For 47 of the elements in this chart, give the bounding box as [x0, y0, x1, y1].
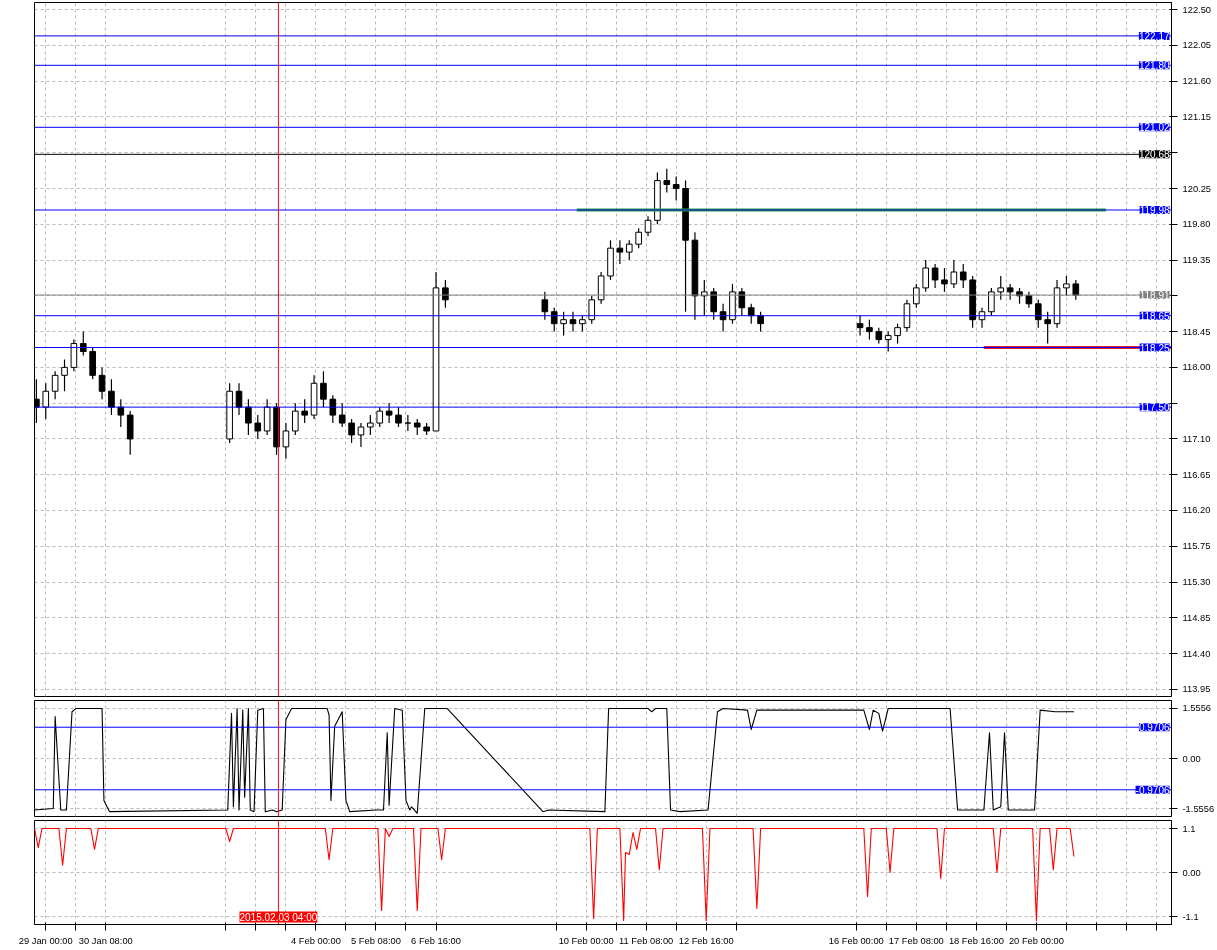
ref-line-label: 118.91	[1139, 290, 1170, 302]
y-tick-label: 114.85	[1182, 612, 1211, 623]
ref-line-label: 2015.02.03 04:00	[239, 911, 318, 923]
y-tick-label: 122.05	[1182, 40, 1212, 51]
y-tick-label: 119.80	[1182, 219, 1211, 230]
y-tick-label: 114.40	[1182, 648, 1211, 659]
y-tick-label: 0.00	[1182, 867, 1201, 878]
y-tick-label: 119.35	[1182, 255, 1211, 266]
y-tick-label: -1.1	[1182, 911, 1199, 922]
y-tick-label: 116.20	[1182, 505, 1211, 516]
ref-line-label: 120.68	[1138, 149, 1170, 161]
y-tick-label: 115.75	[1182, 541, 1211, 552]
y-tick-label: 121.60	[1182, 76, 1212, 87]
x-tick-label: 5 Feb 08:00	[351, 935, 401, 946]
x-tick-label: 29 Jan 00:00	[18, 935, 73, 946]
y-tick-label: 118.00	[1182, 362, 1211, 373]
x-tick-label: 18 Feb 16:00	[948, 935, 1004, 946]
x-tick-label: 10 Feb 00:00	[558, 935, 614, 946]
y-tick-label: 113.95	[1182, 684, 1211, 695]
ref-line-label: 117.50	[1139, 402, 1170, 414]
x-tick-label: 16 Feb 00:00	[828, 935, 884, 946]
y-tick-label: 0.00	[1182, 753, 1201, 764]
ref-line-label: -0.9706	[1135, 784, 1170, 796]
y-tick-label: 121.15	[1182, 111, 1212, 122]
ref-line-label: 119.98	[1139, 204, 1170, 216]
y-tick-label: -1.5556	[1182, 803, 1215, 814]
ref-line-label: 118.25	[1139, 342, 1170, 354]
x-tick-label: 6 Feb 16:00	[411, 935, 461, 946]
ref-line-label: 122.17	[1138, 30, 1170, 42]
x-tick-label: 20 Feb 00:00	[1008, 935, 1064, 946]
y-tick-label: 117.10	[1182, 433, 1211, 444]
ref-line-label: 0.9706	[1138, 722, 1170, 734]
ref-line-label: 121.80	[1138, 60, 1170, 72]
y-tick-label: 116.65	[1182, 469, 1211, 480]
y-tick-label: 118.45	[1182, 326, 1211, 337]
x-tick-label: 4 Feb 00:00	[291, 935, 341, 946]
y-tick-label: 115.30	[1182, 577, 1211, 588]
ref-line-label: 121.02	[1138, 122, 1170, 134]
y-tick-label: 1.1	[1182, 823, 1196, 834]
x-tick-label: 30 Jan 08:00	[78, 935, 133, 946]
y-tick-label: 120.25	[1182, 183, 1212, 194]
x-tick-label: 11 Feb 08:00	[619, 935, 674, 946]
ref-line-label: 118.65	[1139, 310, 1170, 322]
y-tick-label: 122.50	[1182, 4, 1212, 15]
y-tick-label: 1.5556	[1182, 703, 1212, 714]
x-tick-label: 12 Feb 16:00	[678, 935, 734, 946]
x-tick-label: 17 Feb 08:00	[888, 935, 944, 946]
